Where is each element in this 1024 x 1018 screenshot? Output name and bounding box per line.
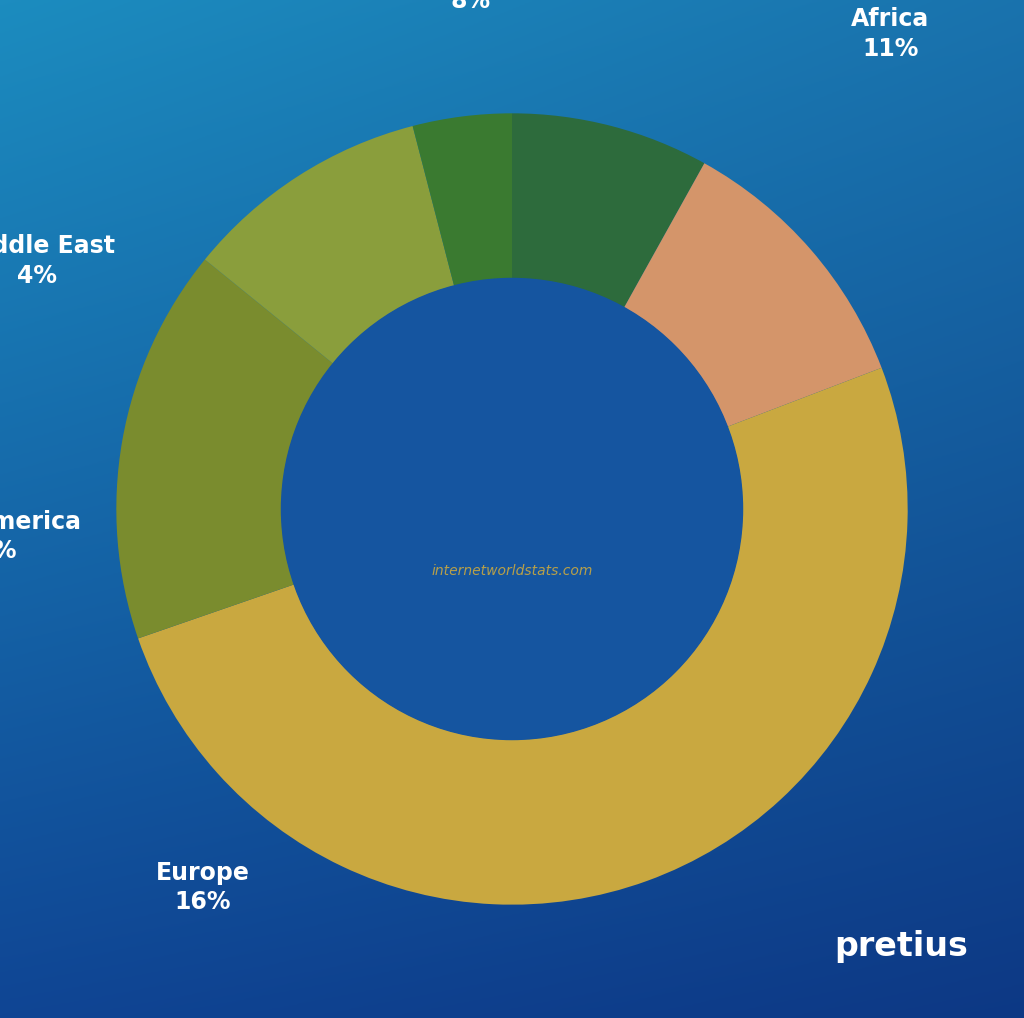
Text: pretius: pretius bbox=[835, 930, 968, 963]
Wedge shape bbox=[205, 126, 454, 363]
Text: internetworldstats.com: internetworldstats.com bbox=[431, 564, 593, 578]
Text: Middle East
4%: Middle East 4% bbox=[0, 234, 115, 288]
Text: Latin America
10%: Latin America 10% bbox=[0, 510, 81, 563]
Text: North America
8%: North America 8% bbox=[375, 0, 567, 13]
Wedge shape bbox=[512, 113, 705, 307]
Wedge shape bbox=[117, 260, 333, 638]
Text: Europe
16%: Europe 16% bbox=[156, 860, 249, 914]
Wedge shape bbox=[624, 163, 882, 427]
Wedge shape bbox=[138, 367, 907, 905]
Circle shape bbox=[282, 279, 742, 739]
Wedge shape bbox=[413, 113, 512, 286]
Text: Africa
11%: Africa 11% bbox=[851, 7, 930, 61]
